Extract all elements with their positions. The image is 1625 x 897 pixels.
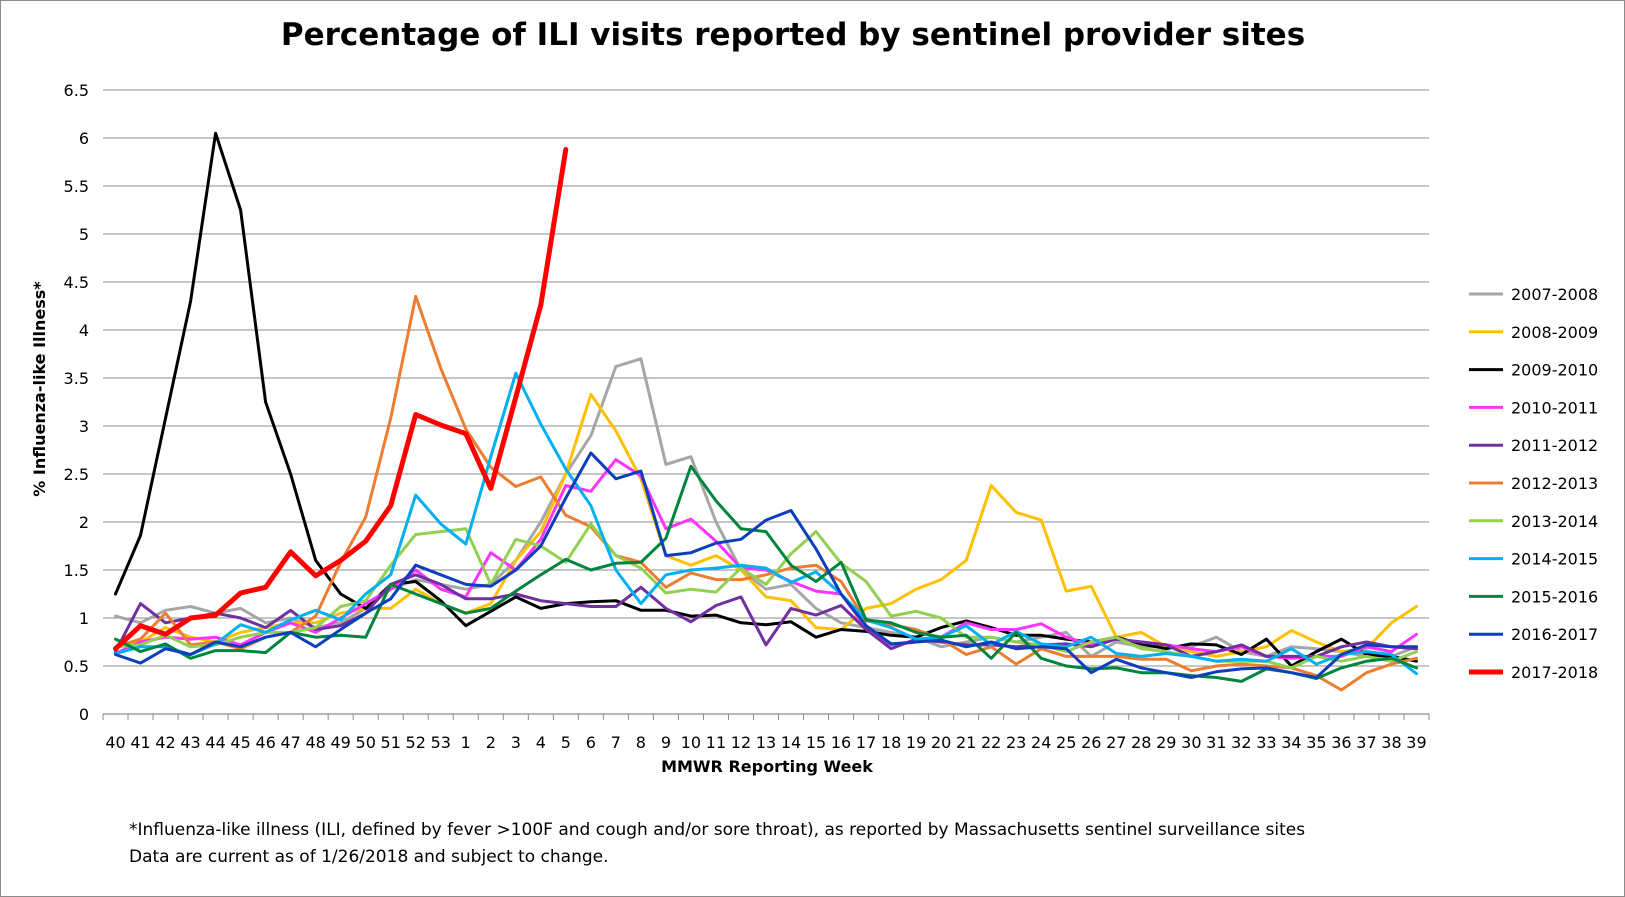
y-tick-label: 5 [79, 225, 89, 244]
x-tick-label: 12 [731, 733, 751, 752]
x-tick-label: 24 [1031, 733, 1051, 752]
series-line-2016-2017 [114, 451, 1418, 679]
x-tick-label: 10 [681, 733, 701, 752]
x-tick-label: 43 [180, 733, 200, 752]
legend-label-2013-2014: 2013-2014 [1511, 512, 1598, 531]
x-tick-label: 36 [1331, 733, 1351, 752]
x-tick-label: 50 [356, 733, 376, 752]
y-tick-label: 4.5 [64, 273, 89, 292]
footnote-data-currency: Data are current as of 1/26/2018 and sub… [129, 847, 609, 867]
legend: 2007-2008 2008-2009 2009-2010 2010-2011 2011… [1469, 285, 1598, 682]
legend-label-2007-2008: 2007-2008 [1511, 285, 1598, 304]
x-tick-label: 35 [1306, 733, 1326, 752]
y-tick-labels: 0 0.5 1 1.5 2 2.5 3 3.5 4 4.5 5 5.5 6 6.5 [64, 81, 89, 724]
x-tick-label: 20 [931, 733, 951, 752]
y-tick-label: 1 [79, 609, 89, 628]
x-tick-label: 15 [806, 733, 826, 752]
x-tick-label: 7 [611, 733, 621, 752]
series-line-2010-2011 [114, 458, 1418, 660]
gridlines [103, 89, 1429, 667]
x-tick-label: 3 [511, 733, 521, 752]
legend-label-2017-2018: 2017-2018 [1511, 663, 1598, 682]
y-tick-label: 4 [79, 321, 89, 340]
y-tick-label: 2 [79, 513, 89, 532]
x-tick-label: 13 [756, 733, 776, 752]
x-tick-label: 14 [781, 733, 801, 752]
x-tick-label: 8 [636, 733, 646, 752]
x-tick-label: 47 [280, 733, 300, 752]
y-tick-label: 3 [79, 417, 89, 436]
x-tick-label: 17 [856, 733, 876, 752]
x-tick-labels: 40 41 42 43 44 45 46 47 48 49 50 51 52 53 1 2 3 4 5 6 7 8 9 10 1… [105, 733, 1426, 752]
y-tick-label: 6.5 [64, 81, 89, 100]
x-tick-label: 49 [330, 733, 350, 752]
series-line-2014-2015 [114, 371, 1418, 676]
x-tick-label: 52 [406, 733, 426, 752]
x-tick-label: 26 [1081, 733, 1101, 752]
series-line-2012-2013 [114, 294, 1418, 692]
series-line-2011-2012 [114, 573, 1418, 658]
x-tick-label: 32 [1231, 733, 1251, 752]
y-tick-label: 2.5 [64, 465, 89, 484]
legend-label-2010-2011: 2010-2011 [1511, 398, 1598, 417]
legend-label-2011-2012: 2011-2012 [1511, 436, 1598, 455]
x-tick-label: 9 [661, 733, 671, 752]
x-tick-label: 19 [906, 733, 926, 752]
series-line-2009-2010 [114, 131, 1418, 668]
x-tick-label: 4 [536, 733, 546, 752]
x-tick-label: 45 [230, 733, 250, 752]
x-tick-label: 53 [431, 733, 451, 752]
x-tick-label: 2 [486, 733, 496, 752]
footnote-definition: *Influenza-like illness (ILI, defined by… [129, 820, 1305, 840]
x-tick-label: 38 [1381, 733, 1401, 752]
x-tick-label: 46 [255, 733, 275, 752]
x-tick-label: 40 [105, 733, 125, 752]
y-axis-label: % Influenza-like Illness* [30, 281, 49, 497]
x-tick-label: 1 [461, 733, 471, 752]
legend-label-2012-2013: 2012-2013 [1511, 474, 1598, 493]
x-tick-label: 51 [381, 733, 401, 752]
legend-label-2016-2017: 2016-2017 [1511, 625, 1598, 644]
x-tick-label: 28 [1131, 733, 1151, 752]
x-tick-label: 39 [1406, 733, 1426, 752]
x-tick-label: 37 [1356, 733, 1376, 752]
x-tick-label: 29 [1156, 733, 1176, 752]
x-tick-label: 25 [1056, 733, 1076, 752]
x-tick-label: 21 [956, 733, 976, 752]
legend-label-2009-2010: 2009-2010 [1511, 361, 1598, 380]
legend-label-2008-2009: 2008-2009 [1511, 323, 1598, 342]
x-tick-label: 30 [1181, 733, 1201, 752]
y-tick-label: 6 [79, 129, 89, 148]
chart-title: Percentage of ILI visits reported by sen… [281, 17, 1305, 53]
x-tick-label: 23 [1006, 733, 1026, 752]
y-tick-label: 1.5 [64, 561, 89, 580]
x-tick-label: 34 [1281, 733, 1301, 752]
x-tick-label: 42 [155, 733, 175, 752]
y-tick-label: 3.5 [64, 369, 89, 388]
legend-label-2014-2015: 2014-2015 [1511, 550, 1598, 569]
x-tick-label: 22 [981, 733, 1001, 752]
x-axis-label: MMWR Reporting Week [661, 757, 873, 776]
x-tick-label: 48 [305, 733, 325, 752]
series-lines [113, 131, 1418, 692]
x-tick-label: 11 [706, 733, 726, 752]
y-tick-label: 0 [79, 705, 89, 724]
x-tick-label: 33 [1256, 733, 1276, 752]
legend-label-2015-2016: 2015-2016 [1511, 587, 1598, 606]
x-tick-label: 16 [831, 733, 851, 752]
x-tick-label: 5 [561, 733, 571, 752]
x-tick-label: 44 [205, 733, 225, 752]
series-line-2008-2009 [114, 392, 1418, 658]
series-line-2017-2018 [113, 147, 569, 652]
x-tick-label: 41 [130, 733, 150, 752]
axes [102, 713, 1430, 720]
x-tick-label: 6 [586, 733, 596, 752]
x-tick-label: 27 [1106, 733, 1126, 752]
y-tick-label: 5.5 [64, 177, 89, 196]
x-tick-label: 18 [881, 733, 901, 752]
y-tick-label: 0.5 [64, 657, 89, 676]
x-tick-label: 31 [1206, 733, 1226, 752]
